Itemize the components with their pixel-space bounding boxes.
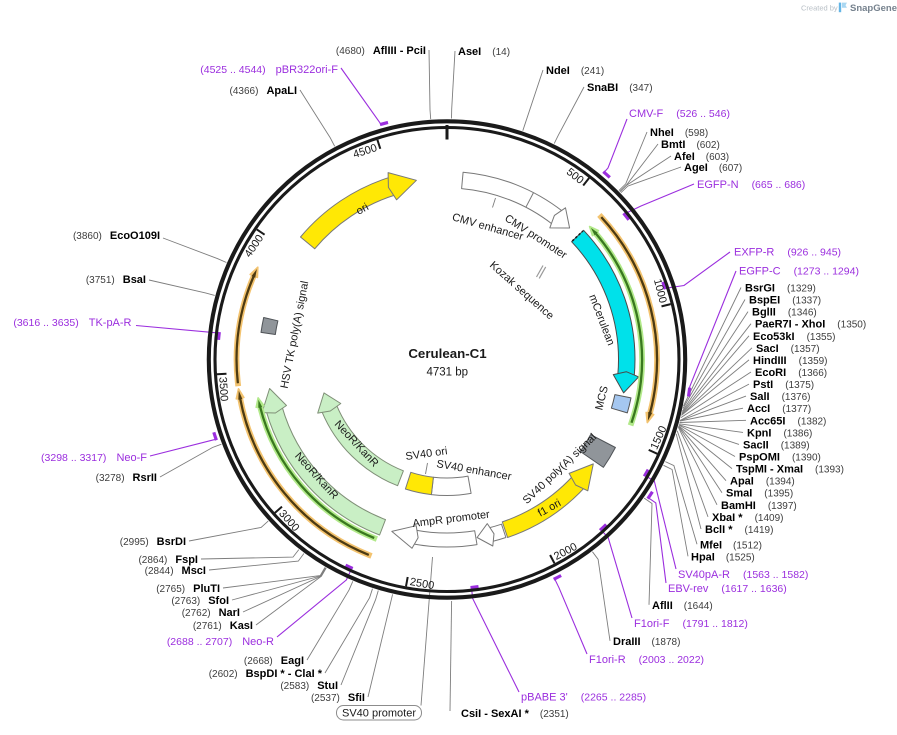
svg-text:(2668)EagI: (2668) EagI bbox=[244, 655, 304, 667]
svg-text:AgeI(607): AgeI (607) bbox=[684, 162, 742, 174]
svg-text:ori: ori bbox=[354, 201, 371, 217]
svg-text:Created by: Created by bbox=[801, 4, 838, 13]
svg-text:PaeR7I - XhoI(1350): PaeR7I - XhoI (1350) bbox=[755, 319, 866, 331]
svg-text:PspOMI(1390): PspOMI (1390) bbox=[739, 452, 821, 464]
svg-text:Cerulean-C1: Cerulean-C1 bbox=[408, 346, 487, 361]
svg-text:MfeI(1512): MfeI (1512) bbox=[700, 539, 762, 551]
svg-text:SnaBI(347): SnaBI (347) bbox=[587, 82, 653, 94]
svg-text:(2583)StuI: (2583) StuI bbox=[280, 680, 338, 692]
svg-text:(3860)EcoO109I: (3860) EcoO109I bbox=[73, 230, 160, 242]
svg-text:SnapGene: SnapGene bbox=[850, 3, 897, 14]
svg-text:NheI(598): NheI (598) bbox=[650, 127, 708, 139]
svg-text:4731 bp: 4731 bp bbox=[427, 367, 469, 379]
svg-text:PstI(1375): PstI (1375) bbox=[753, 379, 814, 391]
svg-text:(2844)MscI: (2844) MscI bbox=[145, 565, 206, 577]
svg-text:KpnI(1386): KpnI (1386) bbox=[747, 427, 812, 439]
svg-text:(2762)NarI: (2762) NarI bbox=[182, 607, 240, 619]
svg-text:MCS: MCS bbox=[593, 385, 611, 412]
svg-text:(3278)RsrII: (3278) RsrII bbox=[96, 472, 157, 484]
svg-text:AfeI(603): AfeI (603) bbox=[674, 151, 729, 163]
svg-text:CMV-F(526 .. 546): CMV-F (526 .. 546) bbox=[629, 108, 730, 120]
svg-text:(4366)ApaLI: (4366) ApaLI bbox=[230, 85, 297, 97]
svg-text:3500: 3500 bbox=[216, 377, 230, 402]
svg-text:(3298 .. 3317)Neo-F: (3298 .. 3317) Neo-F bbox=[41, 452, 147, 464]
svg-text:DraIII(1878): DraIII (1878) bbox=[613, 636, 680, 648]
svg-text:BspEI(1337): BspEI (1337) bbox=[749, 295, 821, 307]
svg-text:EcoRI(1366): EcoRI (1366) bbox=[755, 367, 827, 379]
svg-text:(2688 .. 2707)Neo-R: (2688 .. 2707) Neo-R bbox=[167, 636, 274, 648]
svg-text:AflII(1644): AflII (1644) bbox=[652, 600, 713, 612]
svg-text:(2995)BsrDI: (2995) BsrDI bbox=[120, 536, 186, 548]
svg-text:XbaI *(1409): XbaI * (1409) bbox=[712, 512, 783, 524]
svg-text:EGFP-N(665 .. 686): EGFP-N (665 .. 686) bbox=[697, 179, 805, 191]
svg-text:(3751)BsaI: (3751) BsaI bbox=[86, 274, 146, 286]
svg-text:HindIII(1359): HindIII (1359) bbox=[753, 355, 828, 367]
svg-text:Eco53kI(1355): Eco53kI (1355) bbox=[753, 331, 836, 343]
svg-text:BsrGI(1329): BsrGI (1329) bbox=[745, 283, 816, 295]
svg-text:EGFP-C(1273 .. 1294): EGFP-C (1273 .. 1294) bbox=[739, 266, 859, 278]
svg-text:SV40pA-R(1563 .. 1582): SV40pA-R (1563 .. 1582) bbox=[678, 569, 808, 581]
svg-text:BglII(1346): BglII (1346) bbox=[752, 307, 817, 319]
svg-text:F1ori-R(2003 .. 2022): F1ori-R (2003 .. 2022) bbox=[589, 654, 704, 666]
svg-text:F1ori-F(1791 .. 1812): F1ori-F (1791 .. 1812) bbox=[634, 618, 748, 630]
svg-text:BamHI(1397): BamHI (1397) bbox=[721, 500, 797, 512]
svg-text:BclI *(1419): BclI * (1419) bbox=[705, 524, 773, 536]
svg-text:(2763)SfoI: (2763) SfoI bbox=[171, 595, 229, 607]
svg-text:(2602)BspDI * - ClaI *: (2602) BspDI * - ClaI * bbox=[209, 668, 323, 680]
svg-text:SacII(1389): SacII (1389) bbox=[743, 439, 810, 451]
svg-text:Acc65I(1382): Acc65I (1382) bbox=[750, 415, 826, 427]
svg-text:(4525 .. 4544)pBR322ori-F: (4525 .. 4544) pBR322ori-F bbox=[200, 64, 338, 76]
svg-text:TspMI - XmaI(1393): TspMI - XmaI (1393) bbox=[736, 464, 844, 476]
svg-text:NdeI(241): NdeI (241) bbox=[546, 65, 604, 77]
svg-text:(2537)SfiI: (2537) SfiI bbox=[311, 692, 365, 704]
svg-text:BmtI(602): BmtI (602) bbox=[661, 139, 720, 151]
svg-text:1000: 1000 bbox=[651, 278, 669, 305]
svg-text:(2864)FspI: (2864) FspI bbox=[138, 554, 198, 566]
svg-text:CsiI - SexAI *(2351): CsiI - SexAI * (2351) bbox=[461, 708, 569, 720]
svg-text:SacI(1357): SacI (1357) bbox=[756, 343, 820, 355]
svg-text:SV40 promoter: SV40 promoter bbox=[342, 708, 416, 720]
svg-text:EXFP-R(926 .. 945): EXFP-R (926 .. 945) bbox=[734, 247, 841, 259]
svg-text:SalI(1376): SalI (1376) bbox=[750, 391, 810, 403]
svg-text:(4680)AflIII - PciI: (4680) AflIII - PciI bbox=[336, 45, 426, 57]
svg-text:(3616 .. 3635)TK-pA-R: (3616 .. 3635) TK-pA-R bbox=[13, 317, 131, 329]
svg-text:2500: 2500 bbox=[409, 576, 435, 592]
svg-text:ApaI(1394): ApaI (1394) bbox=[730, 476, 795, 488]
svg-text:HpaI(1525): HpaI (1525) bbox=[691, 551, 755, 563]
svg-text:EBV-rev(1617 .. 1636): EBV-rev (1617 .. 1636) bbox=[668, 583, 787, 595]
svg-text:SmaI(1395): SmaI (1395) bbox=[726, 488, 793, 500]
svg-text:pBABE 3'(2265 .. 2285): pBABE 3' (2265 .. 2285) bbox=[521, 692, 646, 704]
svg-text:AccI(1377): AccI (1377) bbox=[747, 403, 811, 415]
svg-text:(2761)KasI: (2761) KasI bbox=[193, 620, 253, 632]
svg-text:(2765)PluTI: (2765) PluTI bbox=[156, 583, 220, 595]
svg-text:SV40 ori: SV40 ori bbox=[405, 445, 448, 463]
svg-text:AseI(14): AseI (14) bbox=[458, 46, 510, 58]
